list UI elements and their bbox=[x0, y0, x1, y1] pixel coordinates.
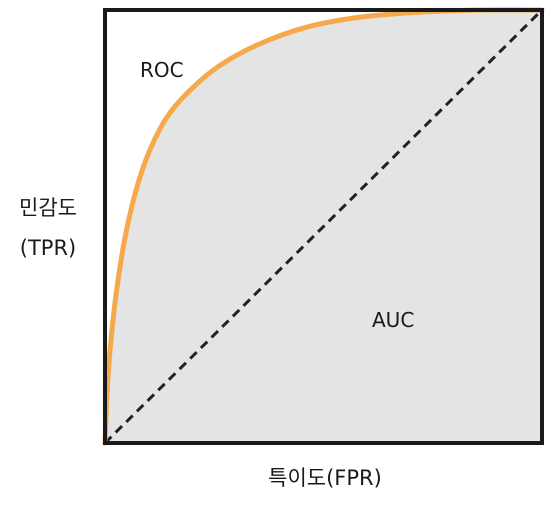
y-axis-title-line1: 민감도 bbox=[19, 196, 77, 220]
auc-annotation: AUC bbox=[372, 308, 415, 332]
roc-annotation: ROC bbox=[140, 58, 184, 82]
chance-diagonal-line bbox=[103, 8, 544, 445]
y-axis-title-line2: (TPR) bbox=[19, 236, 77, 260]
y-axis-title: 민감도 (TPR) bbox=[2, 188, 94, 268]
roc-curve-line bbox=[102, 7, 545, 446]
plot-frame bbox=[103, 8, 544, 445]
x-axis-title: 특이도(FPR) bbox=[268, 466, 382, 490]
